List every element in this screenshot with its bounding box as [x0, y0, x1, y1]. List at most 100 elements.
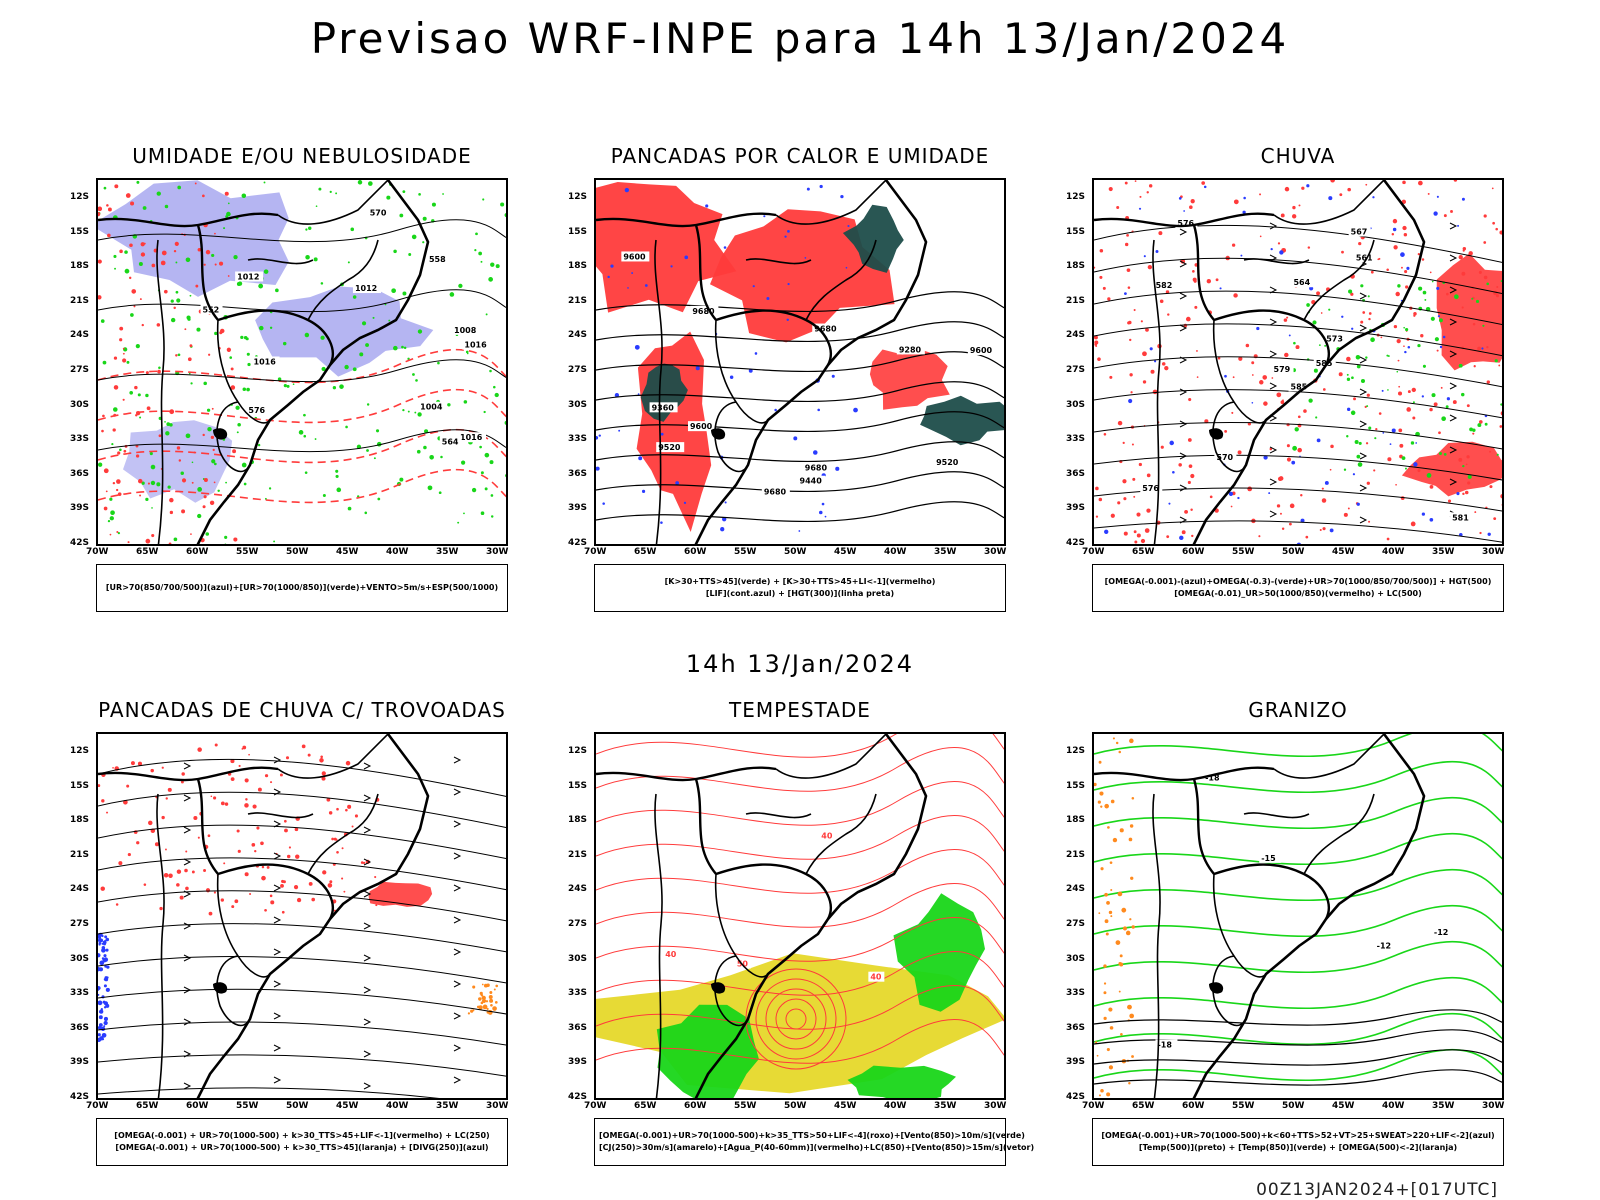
omega-green [1443, 453, 1447, 456]
rain-speckle [1412, 416, 1416, 420]
thunder-speckle [326, 797, 331, 802]
coastline [1192, 734, 1426, 1098]
thunder-speckle [360, 861, 364, 864]
orange-speckle [489, 991, 493, 994]
low-humidity-contour [458, 283, 463, 289]
streamline-arrow [1359, 516, 1368, 524]
lat-tick-label: 18S [70, 261, 90, 272]
thunder-speckle [341, 847, 344, 850]
streamline [1094, 323, 1502, 357]
rain-speckle [1350, 292, 1354, 296]
streamline-arrow [1359, 292, 1368, 300]
low-humidity-contour [185, 257, 191, 263]
thunder-speckle [98, 784, 101, 788]
rain-speckle [1472, 432, 1475, 435]
contour-label-bg [1353, 252, 1376, 263]
streamline-arrow [453, 788, 462, 796]
thickness-speckle [125, 193, 131, 198]
low-humidity-contour [298, 430, 304, 435]
thunder-speckle [257, 787, 262, 792]
low-humidity-contour [474, 249, 477, 252]
streamline-arrow [1269, 318, 1278, 326]
omega-blue [1421, 395, 1424, 398]
omega-blue [1487, 532, 1491, 536]
map-frame [96, 732, 508, 1100]
divg-speckle [104, 939, 107, 942]
streamline [1094, 224, 1502, 263]
rain-speckle [1103, 433, 1107, 436]
thunder-speckle [127, 852, 131, 857]
rain-speckle [1458, 255, 1463, 260]
thunder-speckle [308, 881, 313, 886]
omega-orange [1129, 1013, 1135, 1019]
rain-speckle [1245, 343, 1250, 348]
low-humidity-contour [156, 482, 161, 487]
rain-speckle [1360, 320, 1364, 324]
lon-tick-label: 65W [1132, 1101, 1155, 1111]
low-humidity-contour [318, 187, 322, 191]
divg-speckle [101, 957, 105, 960]
omega-blue [1263, 455, 1268, 460]
rain-speckle [1398, 385, 1401, 388]
thickness-speckle [116, 479, 121, 484]
streamline [98, 791, 506, 829]
omega-orange [1098, 912, 1101, 915]
thickness-speckle [173, 249, 177, 253]
thickness-speckle [128, 276, 132, 280]
omega-green [1350, 410, 1356, 416]
rain-speckle [1289, 503, 1295, 509]
omega-blue [1389, 443, 1392, 446]
rain-speckle [1187, 438, 1192, 442]
lon-tick-label: 35W [1432, 1101, 1455, 1111]
low-humidity-contour [124, 250, 128, 254]
lon-tick-label: 50W [286, 547, 309, 557]
low-humidity-contour [275, 288, 279, 293]
rain-speckle [1258, 535, 1261, 538]
rain-speckle [1368, 317, 1371, 321]
thunder-speckle [311, 897, 316, 902]
lake-patch [213, 982, 228, 994]
omega-orange [1120, 1032, 1123, 1036]
rain-speckle [1366, 481, 1370, 485]
lat-tick-label: 18S [70, 815, 90, 826]
omega-green [1431, 393, 1436, 398]
low-humidity-contour [350, 227, 355, 232]
divg-speckle [98, 1015, 103, 1020]
low-humidity-contour [471, 487, 477, 493]
rain-speckle [1303, 409, 1307, 413]
lat-tick-label: 42S [1066, 1092, 1086, 1102]
low-humidity-contour [189, 294, 192, 297]
thunder-speckle [208, 911, 213, 916]
rain-speckle [1502, 204, 1504, 208]
lon-tick-label: 65W [634, 547, 657, 557]
lif-contour [853, 407, 858, 413]
convective-area [636, 331, 712, 532]
low-humidity-contour [494, 392, 499, 398]
omega-orange [1117, 891, 1123, 897]
low-humidity-contour [478, 251, 482, 256]
thickness-speckle [230, 385, 236, 390]
lat-tick-label: 36S [568, 1022, 588, 1033]
streamline-arrow [183, 858, 192, 866]
streamline-arrow [183, 1082, 192, 1090]
omega-blue [1279, 250, 1284, 255]
thunder-speckle [161, 766, 164, 769]
contour-label: 9680 [692, 307, 715, 316]
omega-green [1477, 423, 1482, 427]
contour-label-bg [687, 421, 716, 432]
coastline [694, 734, 928, 1098]
country-border [98, 766, 279, 782]
thunder-speckle [320, 755, 323, 759]
rain-speckle [1201, 181, 1206, 185]
omega-green [1438, 452, 1442, 455]
streamline-arrow [1269, 222, 1278, 230]
thickness-speckle [181, 478, 187, 483]
map-svg: -12 -12 -18 -18 -15 [1094, 734, 1502, 1098]
low-humidity-contour [427, 485, 433, 491]
rain-speckle [1116, 205, 1120, 209]
country-border [1243, 812, 1310, 819]
thunder-speckle [150, 768, 154, 773]
lat-tick-label: 15S [568, 226, 588, 237]
thunder-speckle [165, 797, 168, 800]
country-border [715, 863, 832, 920]
